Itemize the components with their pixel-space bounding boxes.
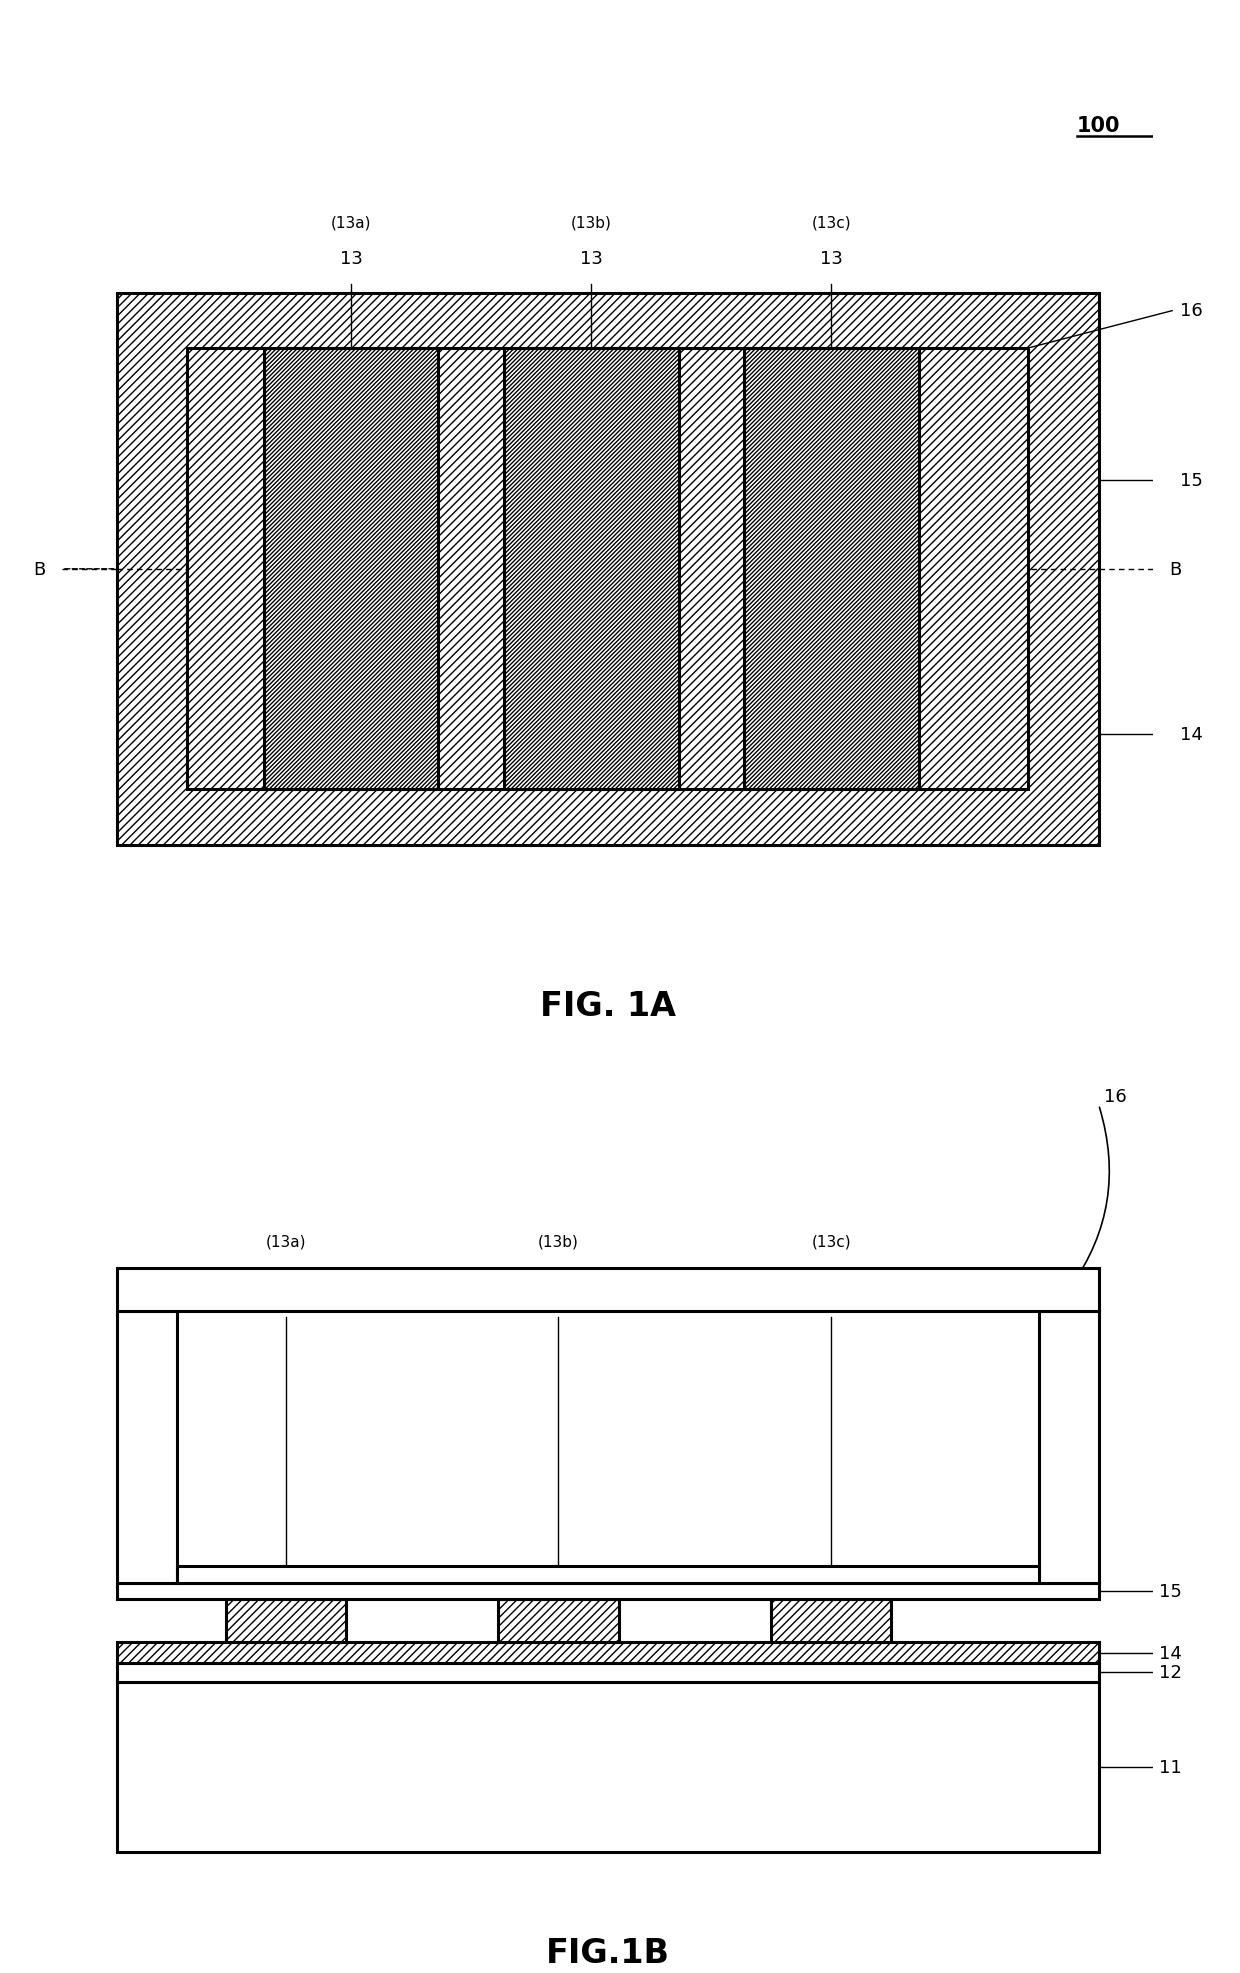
- Bar: [117, 294, 1099, 844]
- Text: B: B: [33, 560, 46, 578]
- Bar: [187, 349, 1028, 789]
- Text: 16: 16: [1104, 1087, 1127, 1105]
- Text: 100: 100: [1076, 116, 1120, 136]
- Bar: [176, 1567, 1039, 1582]
- Bar: [117, 1582, 1099, 1600]
- Bar: [264, 349, 439, 789]
- Bar: [117, 1642, 1099, 1663]
- Text: 13: 13: [580, 251, 603, 268]
- Bar: [744, 349, 919, 789]
- Text: (13b): (13b): [570, 215, 611, 231]
- Bar: [226, 1600, 346, 1642]
- Bar: [117, 1681, 1099, 1851]
- Bar: [117, 1663, 1099, 1681]
- Text: 11: 11: [1158, 1758, 1182, 1776]
- Bar: [771, 1600, 892, 1642]
- Text: 14: 14: [1180, 726, 1203, 744]
- Bar: [503, 349, 678, 789]
- Text: 16: 16: [1180, 302, 1203, 320]
- Bar: [117, 294, 1099, 844]
- Bar: [503, 349, 678, 789]
- Text: 13: 13: [274, 1265, 298, 1282]
- Text: 13: 13: [547, 1265, 570, 1282]
- Text: 14: 14: [1158, 1644, 1182, 1661]
- Text: 13: 13: [340, 251, 362, 268]
- Text: FIG. 1A: FIG. 1A: [539, 988, 676, 1022]
- Text: (13a): (13a): [265, 1235, 306, 1249]
- Bar: [1039, 1312, 1099, 1582]
- Text: B: B: [1169, 560, 1182, 578]
- Text: (13b): (13b): [538, 1235, 579, 1249]
- Bar: [226, 1600, 346, 1642]
- Text: 12: 12: [1158, 1663, 1182, 1681]
- Text: (13a): (13a): [331, 215, 372, 231]
- Text: FIG.1B: FIG.1B: [546, 1937, 670, 1969]
- Text: 15: 15: [1158, 1582, 1182, 1600]
- Text: 15: 15: [1180, 472, 1203, 489]
- Text: (13c): (13c): [811, 1235, 851, 1249]
- Text: 13: 13: [820, 251, 843, 268]
- Bar: [771, 1600, 892, 1642]
- Bar: [117, 1312, 176, 1582]
- Text: (13c): (13c): [811, 215, 851, 231]
- Text: 13: 13: [820, 1265, 843, 1282]
- Bar: [498, 1600, 619, 1642]
- Bar: [187, 349, 1028, 789]
- Bar: [264, 349, 439, 789]
- Bar: [498, 1600, 619, 1642]
- Bar: [744, 349, 919, 789]
- Bar: [117, 1269, 1099, 1312]
- Bar: [117, 1642, 1099, 1663]
